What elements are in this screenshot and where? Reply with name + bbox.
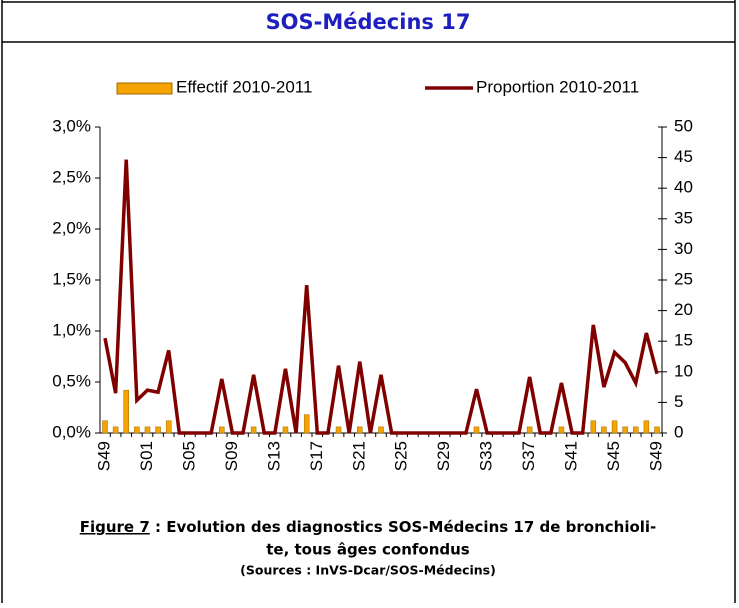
- bar: [633, 426, 639, 434]
- header-title: SOS-Médecins 17: [266, 10, 471, 34]
- y2-tick-label: 45: [674, 147, 693, 166]
- bar: [590, 420, 597, 434]
- y2-tick-label: 15: [674, 331, 693, 350]
- bar: [102, 420, 108, 434]
- bar: [335, 426, 342, 434]
- legend-label: Effectif 2010-2011: [176, 77, 312, 96]
- y-tick-label: 1,5%: [52, 269, 91, 288]
- bar: [601, 426, 607, 434]
- x-tick-label: S21: [349, 441, 368, 471]
- bar: [165, 420, 172, 434]
- bar: [250, 426, 257, 434]
- y2-tick-label: 5: [674, 392, 683, 411]
- y2-tick-label: 0: [674, 422, 683, 441]
- legend-label: Proportion 2010-2011: [476, 77, 639, 96]
- bar: [643, 420, 650, 434]
- x-tick-label: S49: [94, 441, 113, 471]
- x-tick-label: S45: [604, 441, 623, 471]
- y2-tick-label: 30: [674, 239, 693, 258]
- y-tick-label: 0,0%: [52, 422, 91, 441]
- bar: [303, 414, 310, 434]
- y2-tick-label: 10: [674, 361, 693, 380]
- caption-text: te, tous âges confondus: [266, 541, 470, 559]
- bar: [558, 426, 565, 434]
- x-tick-label: S05: [179, 441, 198, 471]
- y-tick-label: 3,0%: [52, 116, 91, 135]
- bar: [473, 426, 480, 434]
- bar: [112, 426, 119, 434]
- y2-tick-label: 20: [674, 300, 693, 319]
- bar: [282, 426, 289, 434]
- y2-tick-label: 50: [674, 116, 693, 135]
- y-tick-label: 0,5%: [52, 371, 91, 390]
- x-tick-label: S29: [434, 441, 453, 471]
- bar: [134, 426, 140, 434]
- x-tick-label: S09: [222, 441, 241, 471]
- x-tick-label: S13: [264, 441, 283, 471]
- caption-source: (Sources : InVS-Dcar/SOS-Médecins): [240, 563, 496, 578]
- legend-swatch: [116, 82, 173, 95]
- x-tick-label: S41: [562, 441, 581, 471]
- y-tick-label: 2,0%: [52, 218, 91, 237]
- caption-line: Figure 7 : Evolution des diagnostics SOS…: [80, 518, 657, 536]
- x-tick-label: S25: [392, 441, 411, 471]
- bar: [611, 420, 618, 434]
- bar: [155, 426, 161, 434]
- bar: [654, 426, 660, 434]
- x-tick-label: S17: [307, 441, 326, 471]
- caption-text: : Evolution des diagnostics SOS-Médecins…: [150, 518, 657, 536]
- bar: [123, 389, 129, 434]
- bar: [357, 426, 363, 434]
- x-tick-label: S37: [519, 441, 538, 471]
- bar: [622, 426, 628, 434]
- bar: [526, 426, 533, 434]
- bar: [378, 426, 384, 434]
- y2-tick-label: 40: [674, 178, 693, 197]
- bar: [144, 426, 151, 434]
- y-tick-label: 1,0%: [52, 320, 91, 339]
- x-tick-label: S01: [137, 441, 156, 471]
- x-tick-label: S49: [646, 441, 665, 471]
- y-tick-label: 2,5%: [52, 167, 91, 186]
- y2-tick-label: 25: [674, 269, 693, 288]
- caption-label: Figure 7: [80, 518, 150, 536]
- bar: [219, 426, 225, 434]
- line: [103, 159, 659, 435]
- x-tick-label: S33: [477, 441, 496, 471]
- y2-tick-label: 35: [674, 208, 693, 227]
